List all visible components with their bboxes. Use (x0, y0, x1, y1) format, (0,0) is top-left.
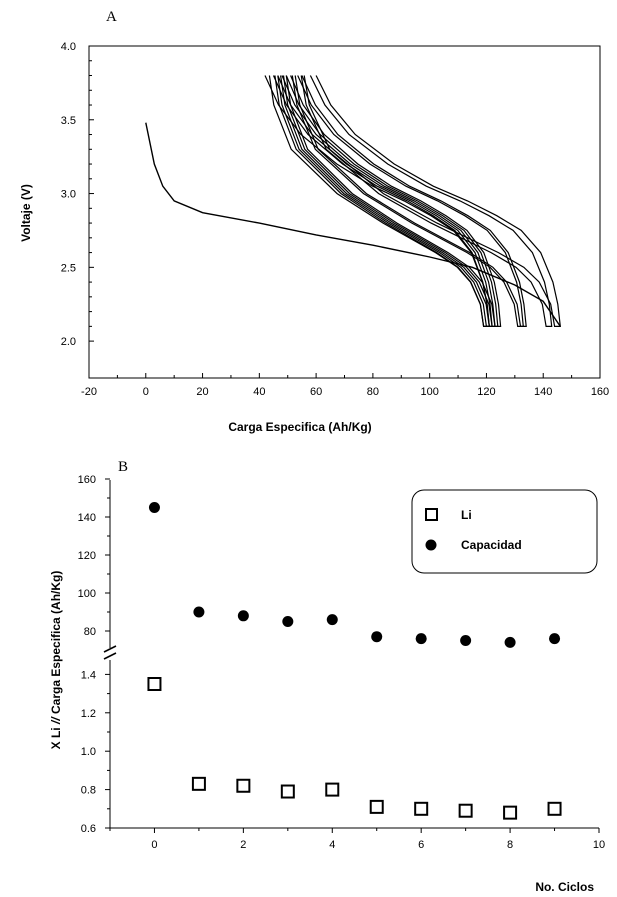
panel-a-cycle-curve (303, 75, 561, 327)
panel-a-y-tick-label: 2.5 (61, 262, 76, 274)
panel-b-y-tick-label: 1.4 (81, 669, 96, 681)
li-point (458, 803, 473, 818)
panel-a-x-tick-label: 20 (196, 386, 208, 398)
li-point (547, 801, 562, 816)
panel-b-y-axis-label-upper: Carga Especifica (Ah/Kg) (49, 571, 63, 714)
panel-a-x-tick-label: 100 (420, 386, 438, 398)
li-point (503, 805, 518, 820)
capacidad-point (326, 614, 338, 626)
panel-b-y-tick-label: 1.0 (81, 746, 96, 758)
panel-b-axis-break-mark (103, 652, 117, 660)
panel-b-x-tick-label: 6 (418, 839, 424, 851)
panel-a-cycle-curve (264, 75, 490, 327)
panel-a-x-tick-label: 160 (591, 386, 609, 398)
capacidad-point (549, 633, 561, 645)
legend-li-marker (425, 508, 438, 521)
panel-b-legend (411, 489, 598, 574)
panel-b-y-tick-label: 0.6 (81, 823, 96, 835)
panel-b-x-axis-label: No. Ciclos (535, 880, 594, 894)
panel-b-x-tick-label: 8 (507, 839, 513, 851)
legend-capacidad-label: Capacidad (461, 538, 522, 552)
legend-frame (411, 489, 598, 574)
panel-a-x-tick-label: 120 (477, 386, 495, 398)
li-point (369, 799, 384, 814)
panel-b-y-axis-label: X Li // Carga Especifica (Ah/Kg) (49, 571, 63, 750)
capacidad-point (148, 502, 160, 513)
panel-a-y-tick-label: 4.0 (61, 41, 76, 53)
panel-b-y-axis-label-break: // (49, 714, 63, 725)
panel-a-y-tick-label: 3.5 (61, 115, 76, 127)
li-point (191, 776, 206, 791)
panel-a-x-tick-label: 40 (253, 386, 265, 398)
panel-a-cycle-curve (300, 75, 553, 327)
panel-a-cycle-curve (285, 75, 502, 327)
panel-a (88, 45, 601, 379)
capacidad-point (504, 636, 516, 648)
panel-a-cycle-curve (282, 75, 499, 327)
panel-b-y-tick-label: 120 (78, 550, 96, 562)
panel-a-x-axis-label: Carga Especifica (Ah/Kg) (228, 420, 371, 434)
panel-a-x-tick-label: 60 (310, 386, 322, 398)
panel-b-y-tick-label: 140 (78, 512, 96, 524)
panel-a-cycle-curve (291, 75, 524, 327)
panel-a-label: A (106, 9, 117, 25)
panel-a-x-tick-label: 0 (143, 386, 149, 398)
li-point (236, 778, 251, 793)
panel-b-y-tick-label: 0.8 (81, 785, 96, 797)
capacidad-point (460, 635, 472, 646)
panel-b-y-tick-label: 100 (78, 588, 96, 600)
panel-b-axis-break-mark (103, 645, 117, 653)
capacidad-point (237, 610, 249, 622)
panel-a-x-tick-label: 140 (534, 386, 552, 398)
panel-a-frame (88, 45, 601, 379)
legend-li-label: Li (461, 508, 472, 522)
li-point (280, 784, 295, 799)
panel-a-y-tick-label: 2.0 (61, 336, 76, 348)
panel-a-cycle-curve (272, 75, 490, 327)
panel-a-x-tick-label: -20 (81, 386, 97, 398)
li-point (414, 801, 429, 816)
panel-b-x-tick-label: 0 (151, 839, 157, 851)
panel-b-y-axis-label-lower: X Li (49, 724, 63, 749)
capacidad-point (193, 606, 205, 618)
capacidad-point (415, 633, 427, 645)
capacidad-point (371, 631, 383, 643)
capacidad-point (282, 616, 294, 627)
legend-capacidad-marker (425, 539, 437, 551)
panel-a-cycle-curve (294, 75, 527, 327)
li-point (147, 677, 162, 691)
panel-a-y-axis-label: Voltaje (V) (19, 184, 33, 242)
panel-b-label: B (118, 459, 128, 475)
panel-b-y-tick-label: 160 (78, 474, 96, 486)
panel-b-x-tick-label: 2 (240, 839, 246, 851)
panel-b-x-tick-label: 10 (593, 839, 605, 851)
panel-a-x-tick-label: 80 (367, 386, 379, 398)
panel-a-first-discharge-curve (145, 122, 561, 327)
panel-b-y-tick-label: 80 (84, 626, 96, 638)
li-point (325, 782, 340, 797)
panel-b-y-tick-label: 1.2 (81, 708, 96, 720)
panel-b-x-tick-label: 4 (329, 839, 335, 851)
panel-a-y-tick-label: 3.0 (61, 189, 76, 201)
panel-b: X Li // Carga Especifica (Ah/Kg) (49, 478, 600, 833)
